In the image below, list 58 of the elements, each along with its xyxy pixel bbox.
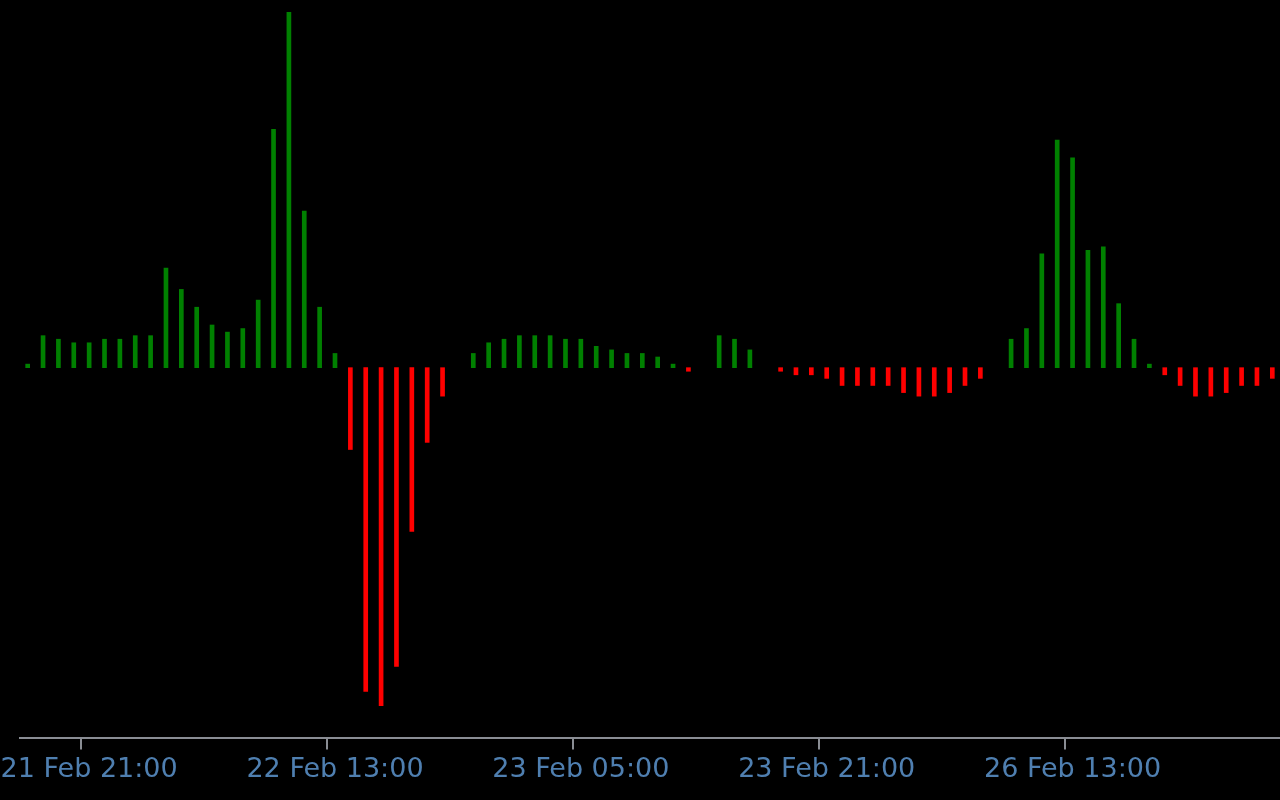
bar: [25, 363, 31, 369]
bar: [901, 367, 906, 393]
bar: [1223, 367, 1229, 393]
bar: [1024, 328, 1029, 369]
bar: [855, 367, 860, 386]
bar: [1039, 253, 1045, 369]
bar: [301, 210, 307, 369]
bar: [686, 367, 691, 372]
bar: [486, 342, 491, 369]
x-tick-label: 23 Feb 05:00: [492, 751, 670, 783]
bar: [271, 129, 276, 369]
bar: [885, 367, 891, 386]
bar: [593, 346, 599, 369]
bar: [255, 299, 261, 369]
bar: [870, 367, 876, 386]
bar: [655, 356, 661, 369]
bar: [240, 328, 246, 369]
bar: [179, 289, 184, 369]
bar: [1070, 157, 1075, 369]
bar: [194, 306, 200, 369]
x-tick-label: 21 Feb 21:00: [0, 751, 178, 783]
bar: [424, 367, 430, 443]
bar: [532, 335, 538, 369]
bar: [148, 335, 153, 369]
bar: [639, 353, 645, 369]
bar: [440, 367, 445, 397]
bar: [317, 306, 322, 369]
bar: [1054, 139, 1060, 369]
bar: [225, 331, 230, 369]
bar: [363, 367, 369, 692]
x-tick-label: 23 Feb 21:00: [738, 751, 916, 783]
x-tick-label: 26 Feb 13:00: [983, 751, 1162, 783]
bar: [132, 335, 138, 369]
bar: [1162, 367, 1168, 376]
bar: [732, 338, 737, 369]
bar: [470, 353, 476, 369]
bar: [394, 367, 399, 667]
bar: [824, 367, 830, 379]
bar: [1100, 246, 1106, 369]
bar: [778, 367, 783, 372]
bar: [809, 367, 814, 376]
bar: [56, 338, 61, 369]
bar: [348, 367, 353, 450]
bar: [517, 335, 522, 369]
bar: [609, 349, 614, 369]
bar: [978, 367, 983, 379]
bar: [1193, 367, 1198, 397]
bar: [931, 367, 937, 397]
bar: [102, 338, 107, 369]
bar: [947, 367, 952, 393]
bar: [409, 367, 415, 532]
bar: [1116, 303, 1121, 369]
bar: [563, 338, 568, 369]
bar: [1147, 363, 1152, 369]
bar: [71, 342, 77, 369]
bar: [1269, 367, 1275, 379]
x-tick-label: 22 Feb 13:00: [246, 751, 424, 783]
bar: [1239, 367, 1244, 386]
